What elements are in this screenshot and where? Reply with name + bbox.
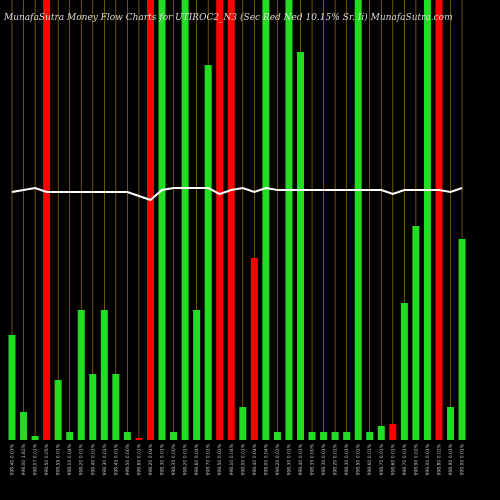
bar	[447, 407, 455, 440]
x-tick-label: 998.50 0.02%	[356, 443, 362, 475]
bar	[54, 380, 62, 440]
bar	[366, 432, 374, 440]
bar	[216, 0, 224, 440]
x-tick-label: 998.20 0.01%	[183, 443, 189, 475]
x-tick-label: 998.40 0.03%	[10, 443, 16, 475]
bar	[285, 0, 293, 440]
x-tick-label: 998.70 0.01%	[206, 443, 212, 475]
x-tick-label: 998.20 0.01%	[333, 443, 339, 475]
x-tick-label: 998.50 0.02%	[217, 443, 223, 475]
bar	[227, 0, 235, 440]
bar	[135, 438, 143, 440]
x-tick-label: 998.40 0.04%	[252, 443, 258, 475]
chart-title: MunafaSutra Money Flow Charts for UTIROC…	[3, 12, 453, 23]
x-tick-label: 998.60 0.01%	[390, 443, 396, 475]
bar	[331, 432, 339, 440]
x-tick-label: 998.10 0.04%	[67, 443, 73, 475]
x-tick-label: 999.00 0.01%	[460, 443, 466, 475]
x-tick-label: 998.00 1.82%	[21, 443, 27, 475]
x-tick-label: 998.70 0.01%	[402, 443, 408, 475]
bar	[239, 407, 247, 440]
x-tick-label: 998.80 0.02%	[436, 443, 442, 475]
bar	[43, 0, 51, 440]
x-tick-label: 998.10 0.04%	[229, 443, 235, 475]
bar	[112, 374, 120, 440]
x-tick-label: 998.30 0.01%	[344, 443, 350, 475]
bar	[423, 0, 431, 440]
x-tick-label: 998.40 0.01%	[298, 443, 304, 475]
bar	[146, 0, 154, 440]
bar	[435, 0, 443, 440]
bar	[250, 258, 258, 440]
x-tick-label: 998.07 0.01%	[33, 443, 39, 475]
bar	[77, 310, 85, 440]
bar	[100, 310, 108, 440]
x-tick-label: 998.30 0.01%	[160, 443, 166, 475]
x-tick-label: 998.30 0.01%	[102, 443, 108, 475]
x-tick-label: 998.00 0.01%	[240, 443, 246, 475]
bars	[8, 0, 466, 440]
bar	[412, 226, 420, 440]
x-tick-label: 998.90 0.01%	[448, 443, 454, 475]
bar	[181, 0, 189, 440]
bar	[389, 424, 397, 440]
bar	[354, 0, 362, 440]
x-tick-label: 998.90 0.02%	[413, 443, 419, 475]
bar	[262, 0, 270, 440]
bar	[170, 432, 178, 440]
x-tick-label: 998.50 0.05%	[44, 443, 50, 475]
x-tick-label: 998.50 0.00%	[125, 443, 131, 475]
bar	[123, 432, 131, 440]
bar	[343, 432, 351, 440]
bar	[31, 436, 39, 440]
bar	[320, 432, 328, 440]
x-tick-label: 998.70 0.01%	[379, 443, 385, 475]
bar	[458, 239, 466, 440]
x-tick-label: 998.35 0.00%	[310, 443, 316, 475]
bar	[297, 52, 304, 440]
x-tick-label: 998.60 0.01%	[136, 443, 142, 475]
bar	[66, 432, 74, 440]
x-tick-label: 998.30 0.01%	[286, 443, 292, 475]
bar	[89, 374, 97, 440]
x-tick-label: 998.45 0.01%	[113, 443, 119, 475]
line	[11, 186, 463, 202]
x-tick-label: 999.00 0.01%	[425, 443, 431, 475]
x-tick-label: 998.30 0.01%	[321, 443, 327, 475]
bar	[158, 0, 166, 440]
bar	[20, 412, 28, 440]
x-tick-label: 998.35 0.00%	[171, 443, 177, 475]
bar	[400, 303, 408, 440]
x-tick-label: 998.20 0.04%	[148, 443, 154, 475]
bar	[193, 310, 201, 440]
x-tick-label: 998.20 0.01%	[79, 443, 85, 475]
bar	[377, 426, 385, 440]
x-tick-label: 998.40 0.02%	[90, 443, 96, 475]
x-tick-label: 998.20 0.02%	[275, 443, 281, 475]
x-tick-label: 998.00 0.04%	[263, 443, 269, 475]
x-tick-label: 998.60 0.04%	[194, 443, 200, 475]
bar	[8, 335, 16, 440]
bar	[308, 432, 316, 440]
bar	[204, 65, 212, 440]
x-tick-label: 998.60 0.01%	[367, 443, 373, 475]
x-tick-label: 998.55 0.01%	[56, 443, 62, 475]
bar	[273, 432, 281, 440]
